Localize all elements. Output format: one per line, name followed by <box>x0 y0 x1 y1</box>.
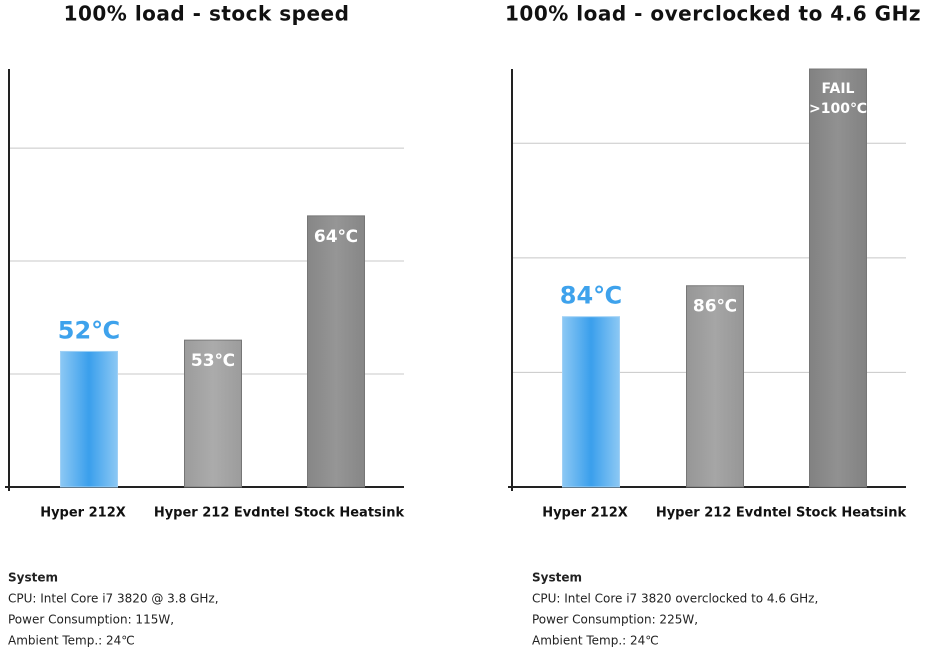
system-note: System <box>532 571 582 585</box>
value-label: FAIL <box>822 81 855 97</box>
x-tick-label: Intel Stock Heatsink <box>758 506 907 521</box>
value-label: >100℃ <box>809 101 867 117</box>
x-tick-label: Hyper 212X <box>542 506 628 521</box>
system-note: Power Consumption: 115W, <box>8 613 174 627</box>
value-label: 64℃ <box>314 227 358 247</box>
bar-shade <box>809 69 867 487</box>
chart-title: 100% load - overclocked to 4.6 GHz <box>505 2 921 26</box>
x-tick-label: Intel Stock Heatsink <box>256 506 405 521</box>
x-tick-label: Hyper 212 Evo <box>154 506 260 521</box>
bar-shade <box>184 340 242 487</box>
chart-title: 100% load - stock speed <box>64 2 350 26</box>
x-tick-label: Hyper 212 Evo <box>656 506 762 521</box>
x-tick-label: Hyper 212X <box>40 506 126 521</box>
bar-shade <box>307 215 365 487</box>
bar <box>60 350 118 488</box>
bar-shade <box>686 285 744 487</box>
value-label: 86℃ <box>693 297 737 317</box>
system-note: CPU: Intel Core i7 3820 overclocked to 4… <box>532 592 818 606</box>
system-note: Ambient Temp.: 24℃ <box>8 634 135 648</box>
system-note: CPU: Intel Core i7 3820 @ 3.8 GHz, <box>8 592 219 606</box>
value-label: 84℃ <box>560 282 622 310</box>
system-note: Ambient Temp.: 24℃ <box>532 634 659 648</box>
system-note: System <box>8 571 58 585</box>
value-label: 52℃ <box>58 316 120 344</box>
system-note: Power Consumption: 225W, <box>532 613 698 627</box>
bar <box>562 316 620 488</box>
value-label: 53℃ <box>191 351 235 371</box>
